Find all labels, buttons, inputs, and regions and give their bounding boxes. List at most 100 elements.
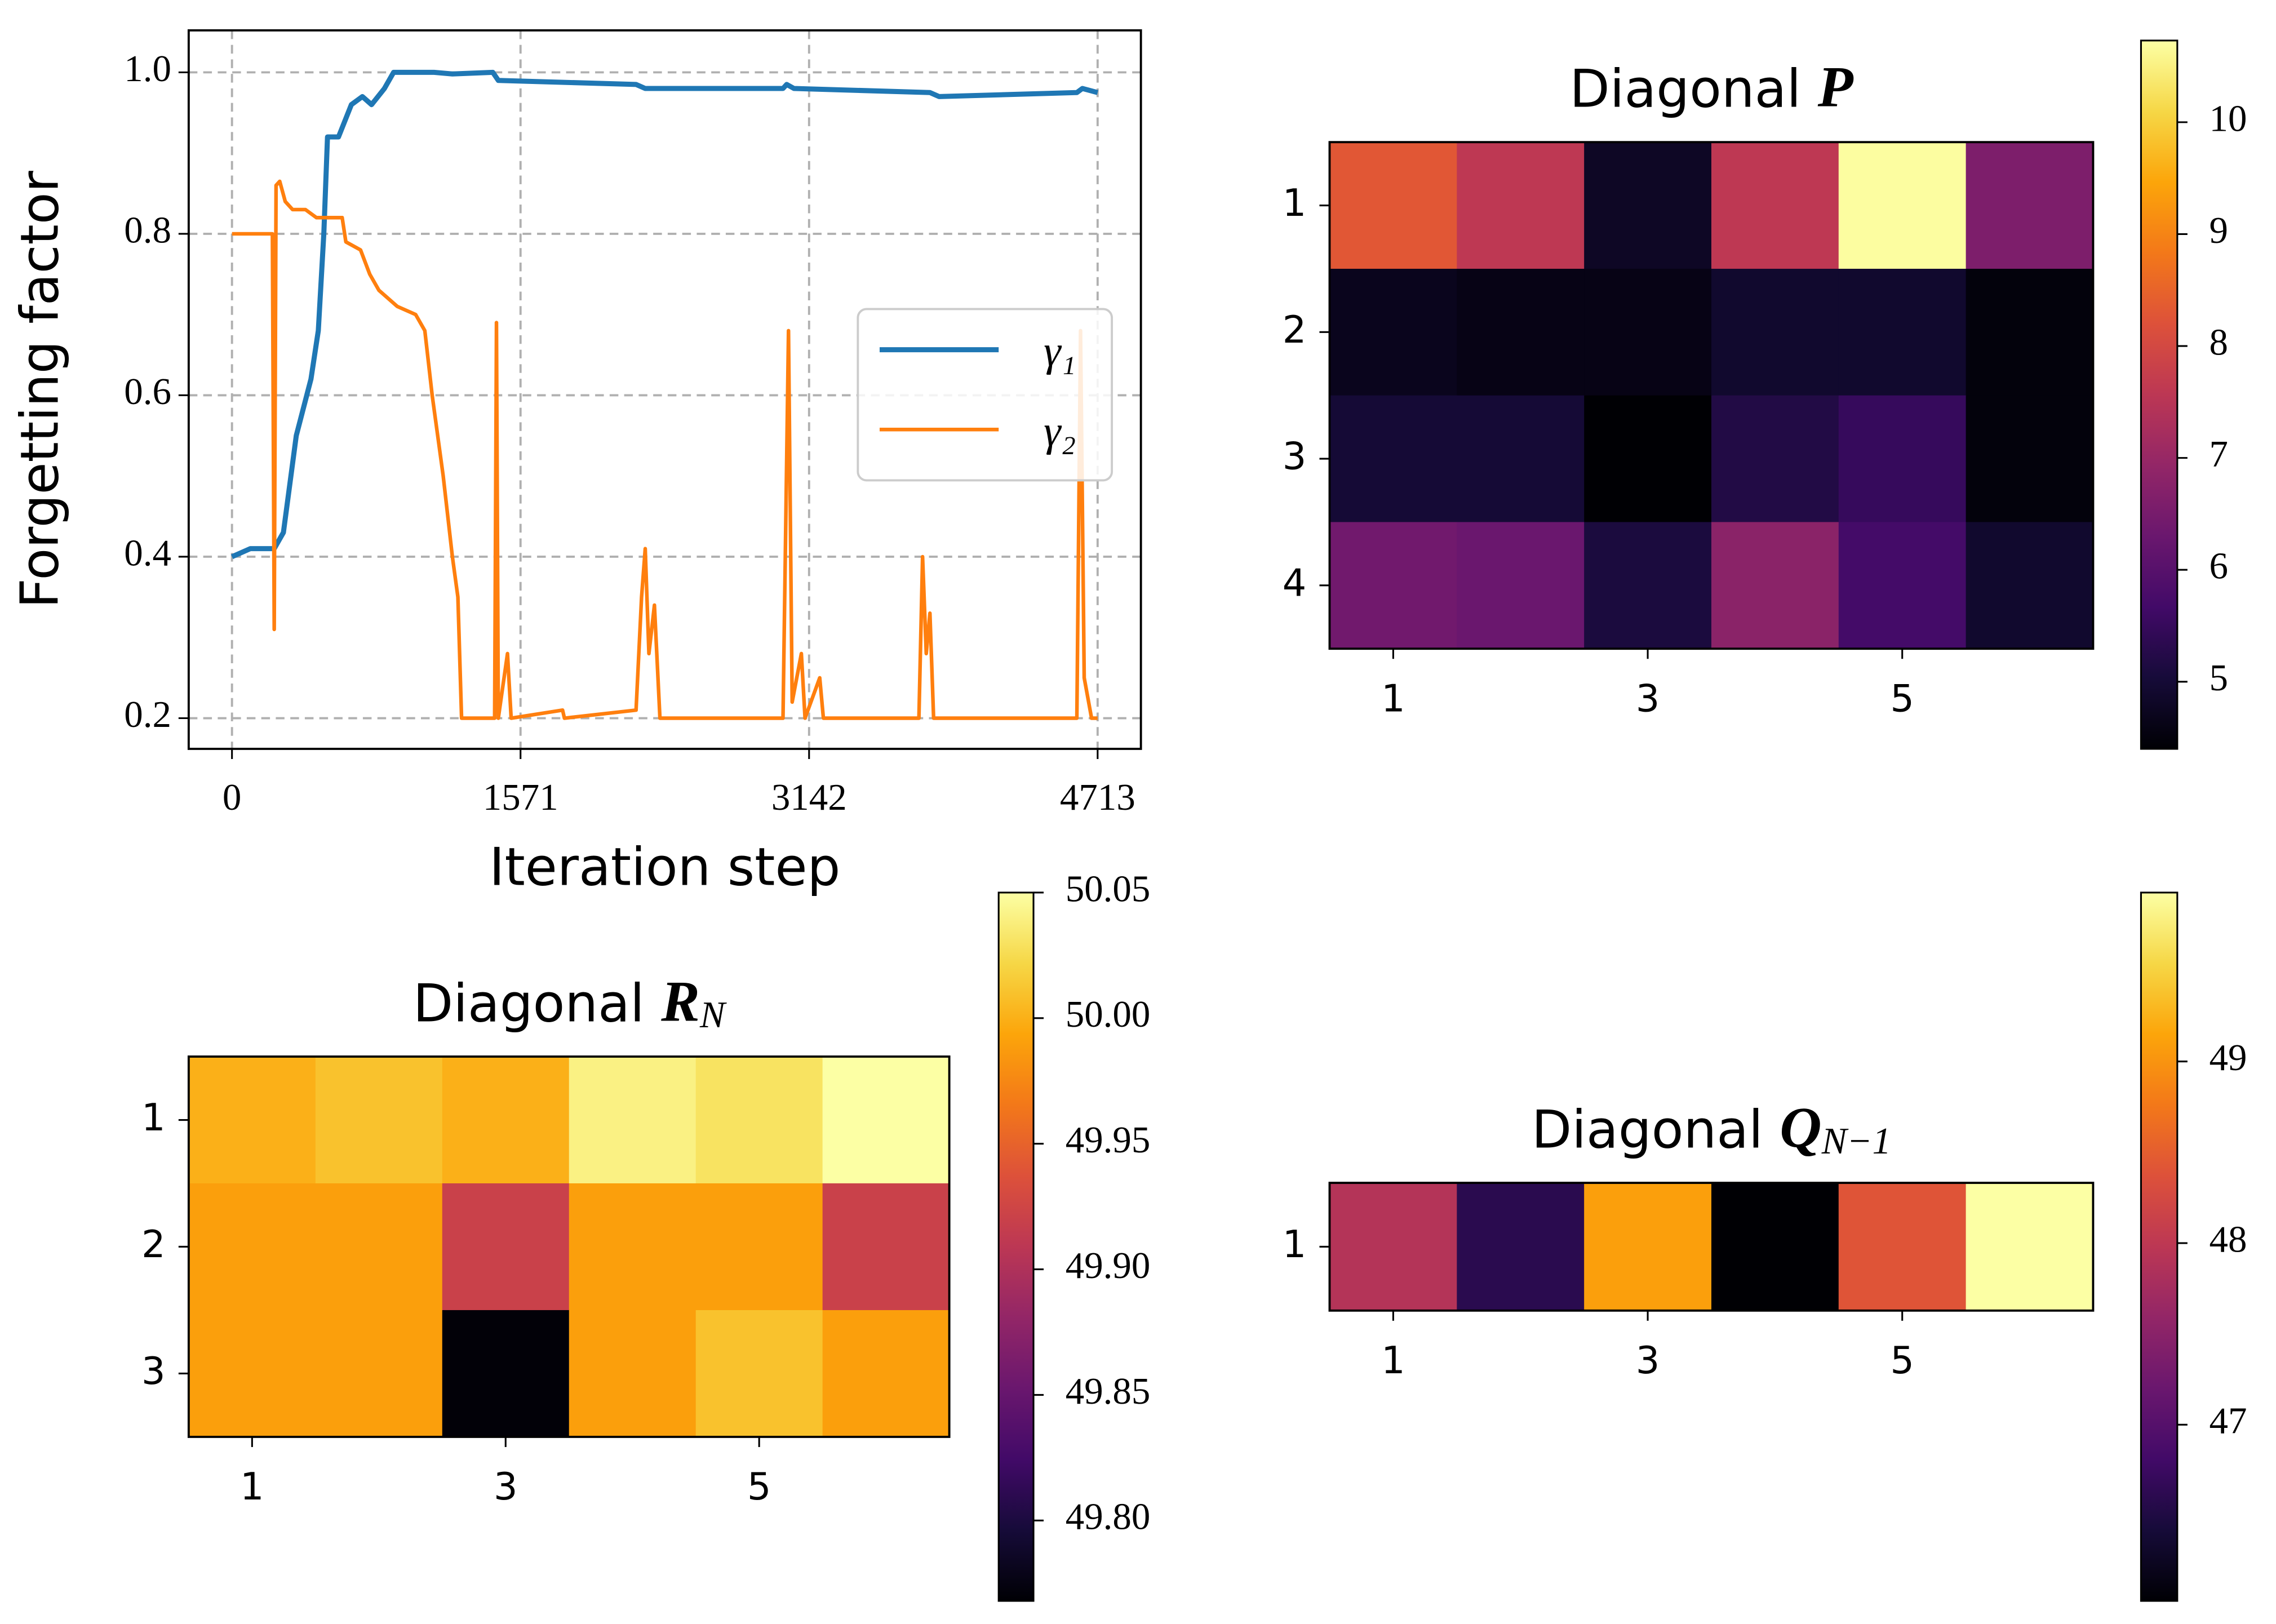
colorbar-tick-label: 50.05 [1066,868,1151,909]
heatmap-cell [1584,522,1712,650]
line-series [230,69,1098,560]
title-text: Diagonal [413,973,645,1034]
colorbar-tick-label: 49.85 [1066,1370,1151,1412]
axes-frame [187,29,1142,750]
x-tick-label: 3 [1636,676,1660,720]
heatmap-cell [188,1183,317,1311]
heatmap-cell [315,1183,443,1311]
colorbar-tick-label: 50.00 [1066,993,1151,1035]
heatmap-cell [1329,1183,1458,1312]
title-text: Diagonal [1532,1099,1763,1160]
heatmap-cell [1838,268,1967,397]
heatmap-cell [822,1057,950,1184]
x-tick-label: 1 [240,1465,264,1508]
heatmap-cell [188,1057,317,1184]
heatmap-cell [1457,1183,1585,1312]
heatmap-cell [1966,142,2094,270]
heatmap-cell [1838,142,1967,270]
x-tick-label: 1 [1381,676,1405,720]
x-axis-label: Iteration step [489,837,840,898]
heatmap-cell [1329,395,1458,523]
heatmap-cell [569,1183,696,1311]
heatmap-cell [1711,522,1840,650]
colorbar-tick-label: 47 [2210,1400,2247,1442]
heatmap-cell [1584,268,1712,397]
colorbar-tick-label: 48 [2210,1218,2247,1260]
heatmap-cell [1457,395,1585,523]
colorbar-tick-label: 7 [2210,433,2228,475]
heatmap-cell [442,1310,570,1438]
colorbar-tick-label: 49.95 [1066,1119,1151,1161]
line-series [232,179,1098,720]
legend-label: γ₁ [1044,327,1076,375]
title-symbol: P [1817,55,1854,119]
x-tick-label: 3 [494,1465,518,1508]
colorbar-tick-label: 6 [2210,545,2228,587]
heatmap-cell [442,1057,570,1184]
title-subscript: N−1 [1821,1121,1891,1162]
x-tick-label: 5 [1890,676,1914,720]
heatmap-cell [1329,142,1458,270]
heatmap-cell [1838,395,1967,523]
x-tick-label: 3 [1636,1338,1660,1382]
title-symbol: R [660,969,700,1033]
heatmap-cell [1457,268,1585,397]
heatmap-cell [1966,1183,2094,1312]
y-tick-label: 2 [141,1222,166,1266]
x-tick-label: 0 [223,776,241,818]
heatmap-cell [315,1057,443,1184]
y-tick-label: 0.6 [124,371,171,412]
heatmap-cell [695,1310,823,1438]
heatmap-cell [822,1310,950,1438]
colorbar-tick-label: 49.90 [1066,1245,1151,1286]
x-tick-label: 3142 [771,776,847,818]
title-text: Diagonal [1569,59,1801,119]
heatmap-cell [1838,522,1967,650]
x-tick-label: 1571 [483,776,558,818]
colorbar [2140,891,2179,1602]
chart-title: Diagonal P [1569,55,1853,119]
colorbar-tick-label: 49.80 [1066,1496,1151,1538]
heatmap-cell [822,1183,950,1311]
colorbar [997,891,1035,1602]
heatmap-cell [442,1183,570,1311]
x-tick-label: 5 [1890,1338,1914,1382]
title-subscript: N [699,994,727,1036]
heatmap-cell [1584,1183,1712,1312]
y-tick-label: 1 [141,1095,166,1139]
y-axis-label: Forgetting factor [10,170,70,608]
heatmap-cell [1711,1183,1840,1312]
colorbar-tick-label: 9 [2210,210,2228,251]
heatmap-cell [569,1057,696,1184]
x-tick-label: 4713 [1060,776,1135,818]
y-tick-label: 0.4 [124,532,171,574]
y-tick-label: 1 [1283,1222,1307,1266]
y-tick-label: 1 [1283,181,1307,225]
heatmap-cell [1711,395,1840,523]
heatmap-cell [1711,142,1840,270]
heatmap-cell [569,1310,696,1438]
heatmap-cell [1457,142,1585,270]
legend-label: γ₂ [1044,406,1076,455]
y-tick-label: 1.0 [124,48,171,90]
colorbar-tick-label: 8 [2210,321,2228,363]
heatmap-cell [1584,395,1712,523]
heatmap-cell [695,1183,823,1311]
colorbar-tick-label: 10 [2210,97,2247,139]
colorbar-tick-label: 49 [2210,1037,2247,1079]
heatmap-cell [1966,395,2094,523]
heatmap-cell [1711,268,1840,397]
heatmap-cell [1329,522,1458,650]
y-tick-label: 0.8 [124,209,171,251]
chart-title: Diagonal RN [413,969,727,1036]
axes-frame [1328,141,2095,650]
heatmap-cell [315,1310,443,1438]
heatmap-cell [1966,268,2094,397]
heatmap-cell [188,1310,317,1438]
heatmap-cell [1457,522,1585,650]
y-tick-label: 3 [141,1349,166,1393]
colorbar [2140,39,2179,750]
heatmap-cell [1966,522,2094,650]
y-tick-label: 0.2 [124,694,171,735]
